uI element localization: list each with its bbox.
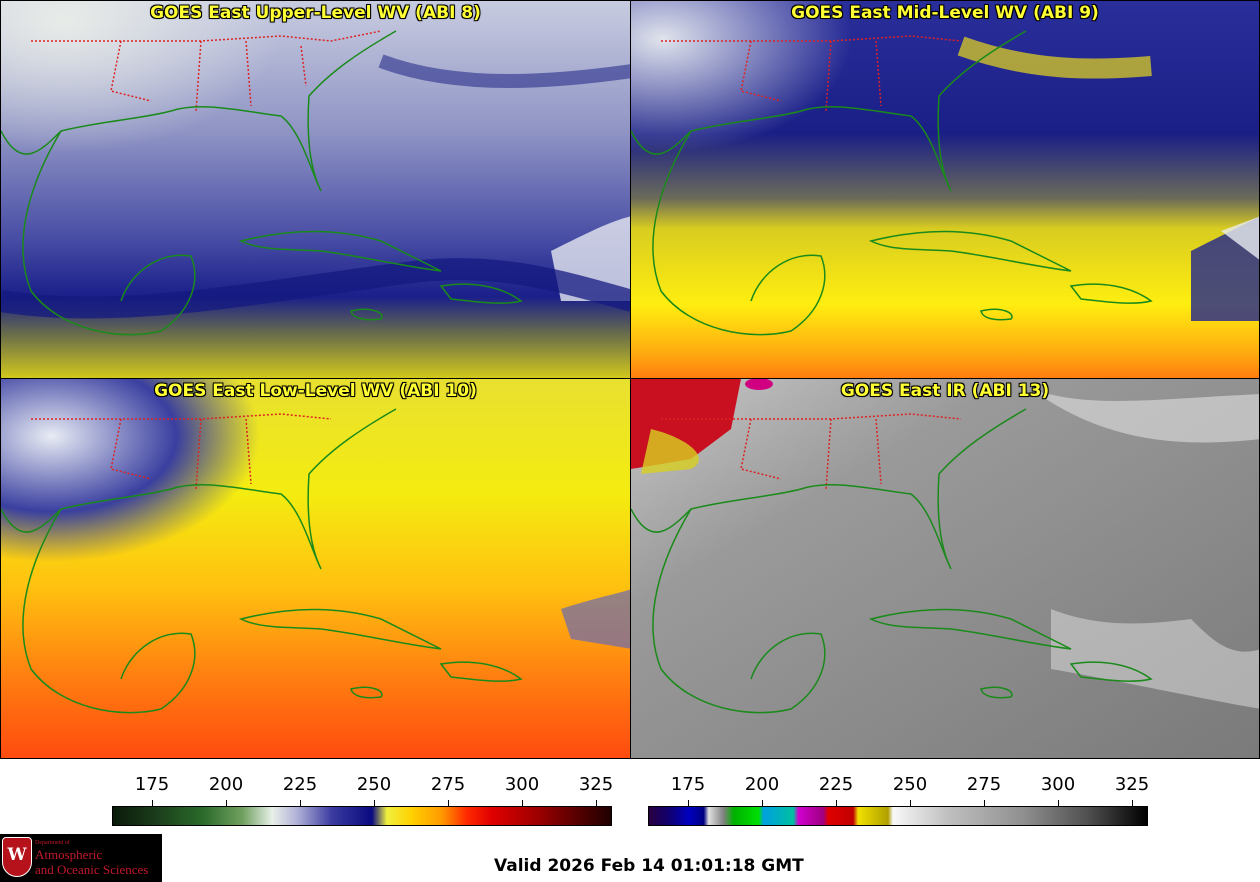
colorbar-tick-label: 275	[430, 774, 466, 795]
panel-low-level-wv: GOES East Low-Level WV (ABI 10)	[0, 378, 631, 759]
colorbar-tick-label: 250	[892, 774, 928, 795]
colorbar-tick-mark	[152, 800, 153, 806]
colorbar-tick-label: 275	[966, 774, 1002, 795]
colorbar-tick-label: 225	[282, 774, 318, 795]
colorbar-tick-mark	[596, 800, 597, 806]
crest-letter: W	[7, 845, 27, 865]
panel-title: GOES East Upper-Level WV (ABI 8)	[150, 3, 481, 23]
low-level-wv-image	[1, 379, 630, 758]
colorbar-tick-mark	[1132, 800, 1133, 806]
colorbar-tick-mark	[522, 800, 523, 806]
panel-upper-level-wv: GOES East Upper-Level WV (ABI 8)	[0, 0, 631, 379]
colorbar-tick-label: 200	[744, 774, 780, 795]
colorbar-tick-label: 175	[670, 774, 706, 795]
ir-colorbar-gradient	[648, 806, 1148, 826]
colorbar-tick-mark	[300, 800, 301, 806]
valid-timestamp: Valid 2026 Feb 14 01:01:18 GMT	[494, 856, 804, 876]
colorbar-tick-label: 250	[356, 774, 392, 795]
panel-title: GOES East IR (ABI 13)	[840, 381, 1050, 401]
colorbar-tick-mark	[762, 800, 763, 806]
colorbar-tick-mark	[226, 800, 227, 806]
colorbar-tick-label: 325	[1114, 774, 1150, 795]
wv-colorbar-gradient	[112, 806, 612, 826]
colorbar-tick-label: 300	[1040, 774, 1076, 795]
logo-line-1: Department of	[35, 840, 70, 846]
colorbar-tick-mark	[688, 800, 689, 806]
colorbar-tick-label: 300	[504, 774, 540, 795]
colorbar-tick-mark	[984, 800, 985, 806]
colorbar-tick-mark	[1058, 800, 1059, 806]
colorbar-tick-mark	[448, 800, 449, 806]
colorbar-tick-label: 175	[134, 774, 170, 795]
logo-line-3: and Oceanic Sciences	[35, 862, 149, 877]
panel-title: GOES East Low-Level WV (ABI 10)	[154, 381, 477, 401]
ir-image	[631, 379, 1259, 758]
colorbar-tick-mark	[836, 800, 837, 806]
colorbar-tick-label: 200	[208, 774, 244, 795]
panel-mid-level-wv: GOES East Mid-Level WV (ABI 9)	[630, 0, 1260, 379]
logo-line-2: Atmospheric	[35, 847, 103, 862]
colorbar-tick-mark	[910, 800, 911, 806]
mid-level-wv-image	[631, 1, 1259, 378]
panel-title: GOES East Mid-Level WV (ABI 9)	[791, 3, 1099, 23]
upper-level-wv-image	[1, 1, 630, 378]
uw-crest-icon: W	[2, 837, 32, 877]
aos-logo: W Department of Atmospheric and Oceanic …	[0, 834, 162, 882]
colorbar-tick-mark	[374, 800, 375, 806]
colorbar-tick-label: 225	[818, 774, 854, 795]
panel-ir: GOES East IR (ABI 13)	[630, 378, 1260, 759]
colorbar-tick-label: 325	[578, 774, 614, 795]
